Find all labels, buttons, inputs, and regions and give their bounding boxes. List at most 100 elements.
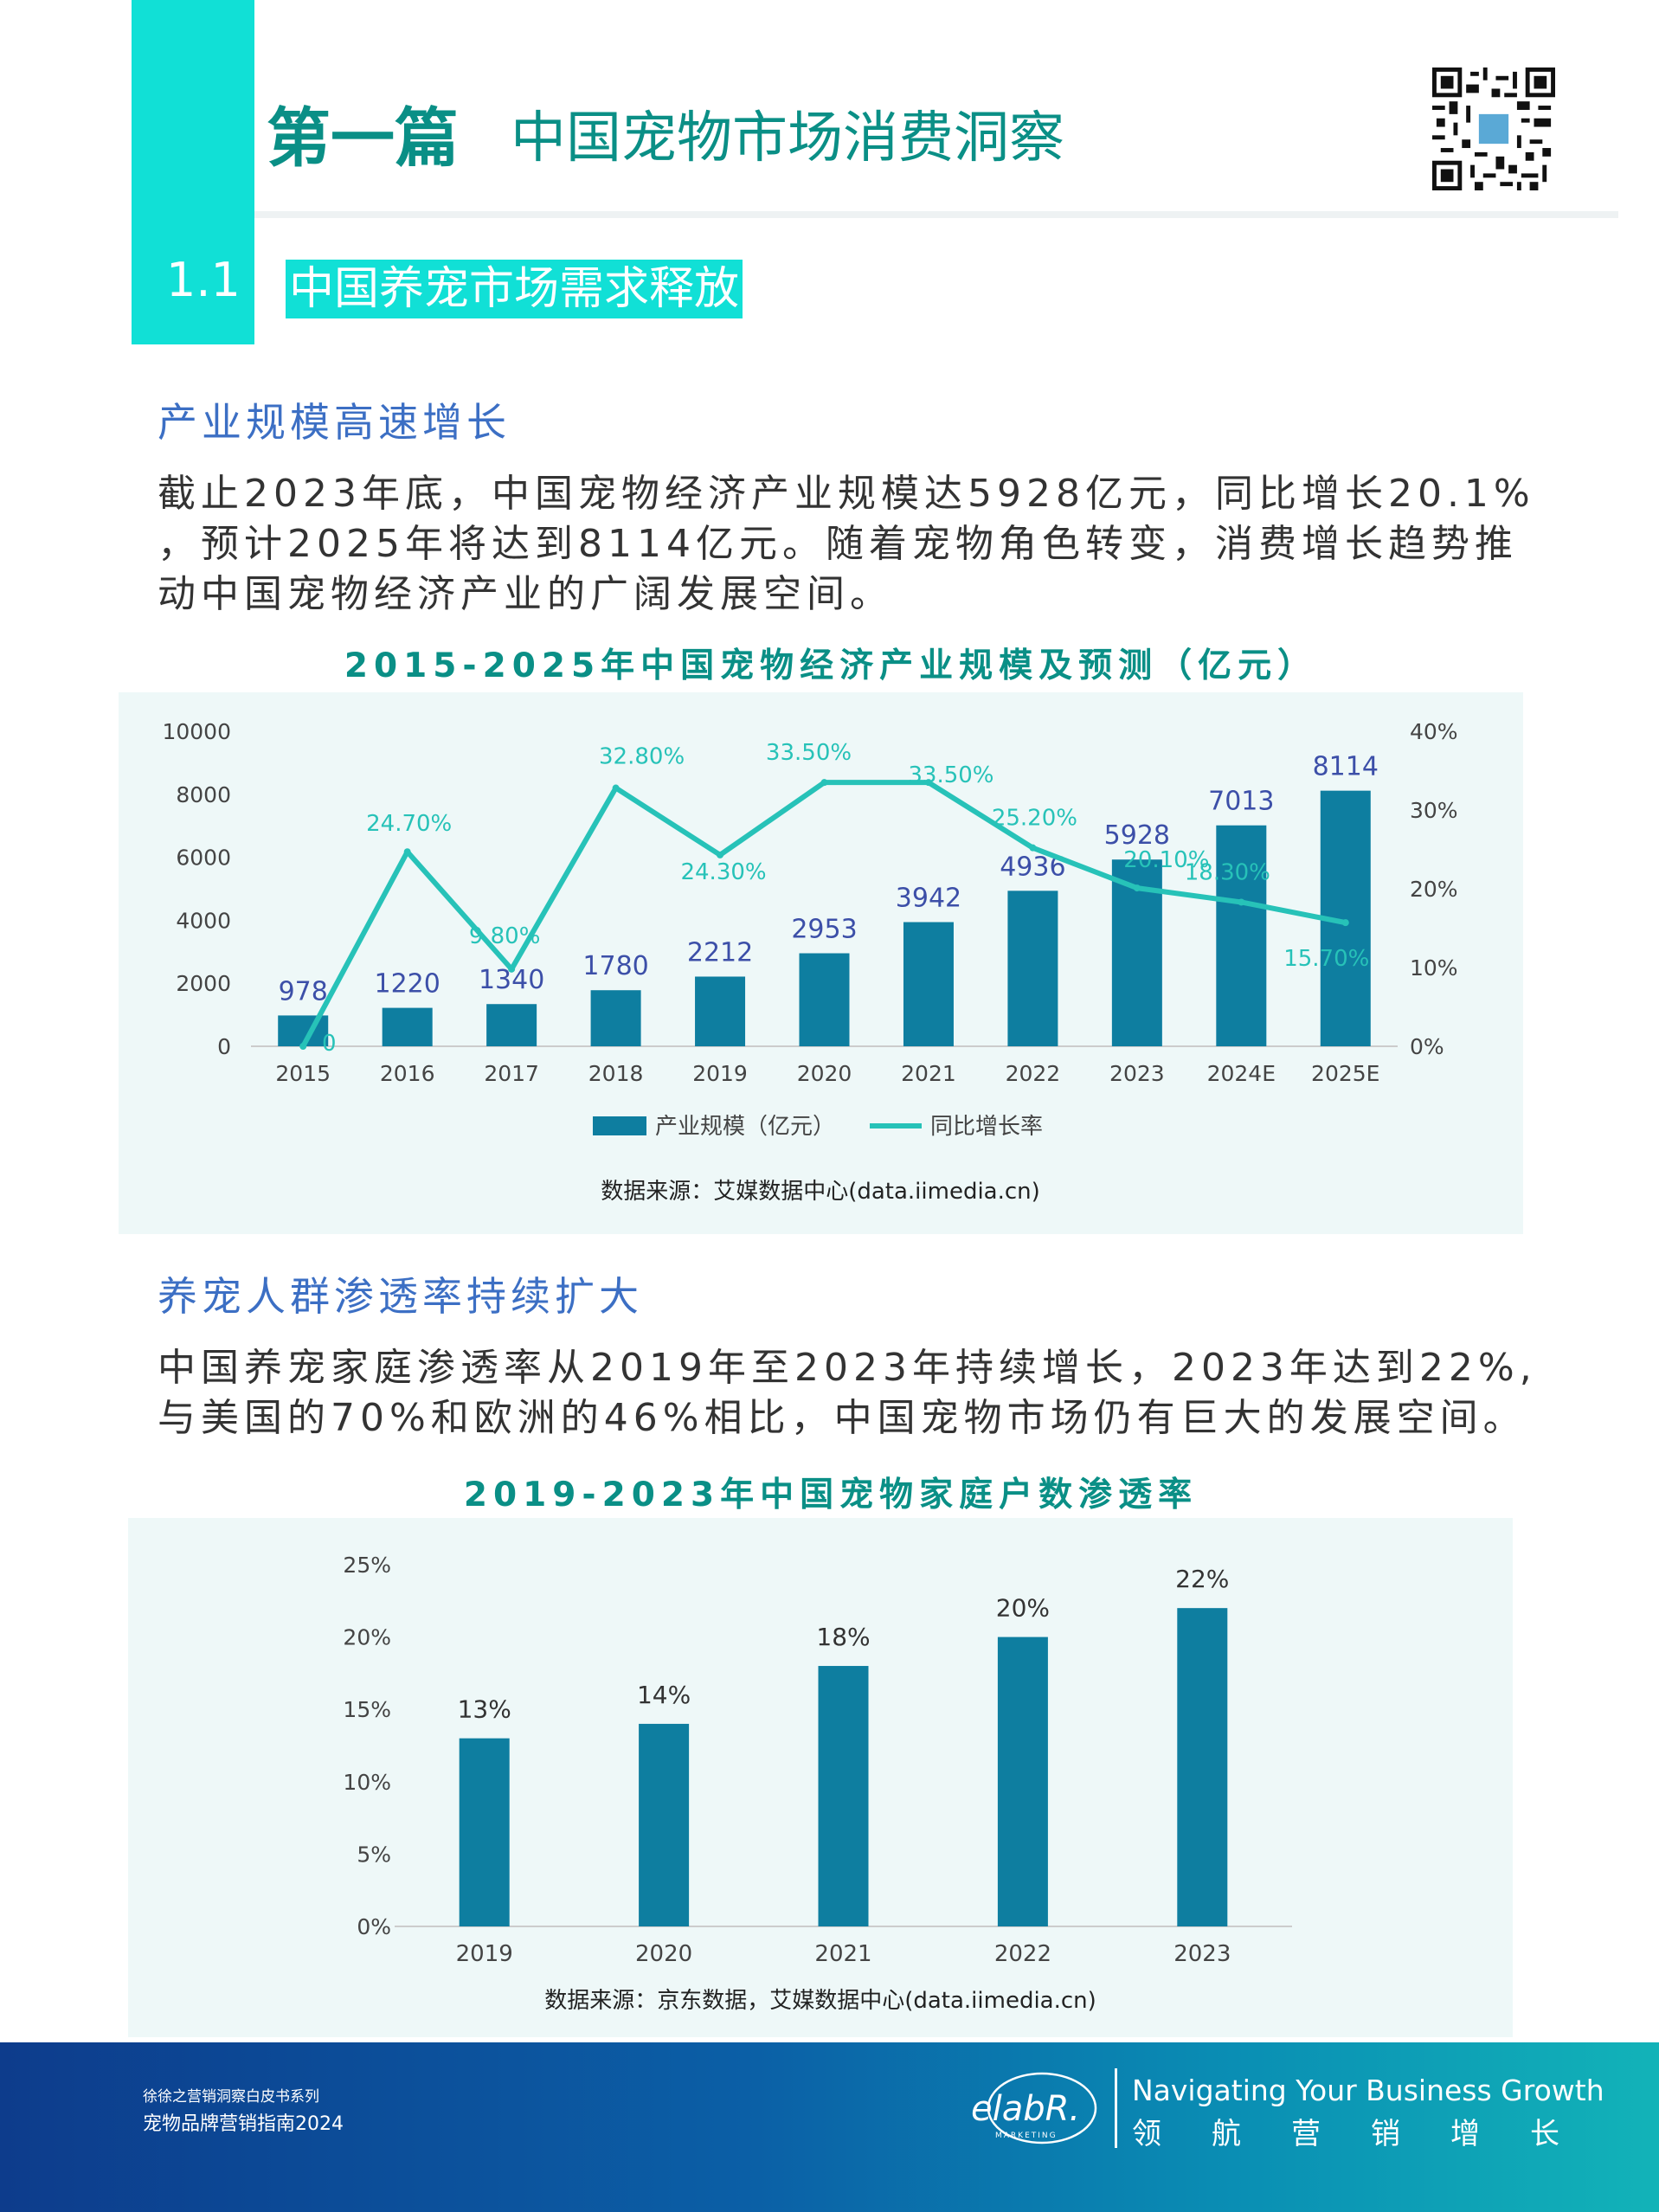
- section-heading-penetration: 养宠人群渗透率持续扩大: [158, 1273, 643, 1320]
- x-axis-tick-label: 2022: [994, 1941, 1051, 1967]
- chart-title-industry-scale: 2015-2025年中国宠物经济产业规模及预测（亿元）: [344, 646, 1318, 685]
- footer-tagline-cn: 领航营销增长: [1132, 2117, 1610, 2151]
- y-axis-tick-label: 4000: [176, 908, 231, 933]
- x-axis-tick-label: 2024E: [1207, 1061, 1276, 1086]
- x-axis-tick-label: 2023: [1109, 1061, 1165, 1086]
- x-axis-tick-label: 2021: [814, 1941, 871, 1967]
- bar-value-label: 14%: [637, 1681, 691, 1709]
- x-axis-tick-label: 2020: [797, 1061, 852, 1086]
- growth-rate-point: [717, 851, 724, 858]
- section-title: 中国养宠市场需求释放: [286, 260, 743, 318]
- y-axis-tick-label: 15%: [343, 1697, 391, 1722]
- footer-tagline-en: Navigating Your Business Growth: [1132, 2074, 1604, 2107]
- x-axis-tick-label: 2020: [635, 1941, 692, 1967]
- bar-value-label: 1220: [375, 969, 440, 1000]
- growth-rate-label: 24.70%: [366, 811, 452, 837]
- paragraph-line: 与美国的70%和欧洲的46%相比，中国宠物市场仍有巨大的发展空间。: [158, 1396, 1527, 1440]
- bar: [997, 1636, 1048, 1926]
- bar: [486, 1004, 537, 1046]
- growth-rate-label: 9.80%: [469, 923, 541, 949]
- footer-series-label: 徐徐之营销洞察白皮书系列: [143, 2088, 319, 2106]
- y2-axis-tick-label: 40%: [1410, 719, 1458, 744]
- bar: [903, 922, 954, 1046]
- x-axis-tick-label: 2023: [1174, 1941, 1231, 1967]
- chart-title-penetration: 2019-2023年中国宠物家庭户数渗透率: [463, 1476, 1199, 1514]
- bar: [1216, 825, 1267, 1046]
- growth-rate-label: 0: [322, 1031, 337, 1057]
- chart-panel-penetration: 0% 5% 10% 15% 20% 25% 13% 2019 14% 2020 18% 2021 20%…: [128, 1518, 1513, 2037]
- paragraph-line: 截止2023年底，中国宠物经济产业规模达5928亿元，同比增长20.1%: [158, 472, 1535, 516]
- footer-divider: [1115, 2068, 1117, 2148]
- bar: [590, 990, 641, 1046]
- growth-rate-point: [924, 779, 932, 787]
- y-axis-tick-label: 10000: [162, 719, 231, 744]
- qr-code-icon: [1432, 68, 1555, 190]
- legend-label-line: 同比增长率: [930, 1114, 1043, 1140]
- y-axis-tick-label: 20%: [343, 1625, 391, 1650]
- elabr-logo: elabR. MARKETING: [971, 2072, 1097, 2144]
- bar: [1177, 1608, 1228, 1926]
- bar-value-label: 3942: [896, 884, 961, 914]
- footer-banner: [0, 2042, 1659, 2212]
- growth-rate-label: 24.30%: [680, 859, 766, 885]
- growth-rate-label: 32.80%: [599, 744, 685, 770]
- bar-value-label: 7013: [1208, 787, 1274, 817]
- growth-rate-point: [403, 848, 411, 856]
- x-axis-tick-label: 2025E: [1311, 1061, 1379, 1086]
- y2-axis-tick-label: 30%: [1410, 798, 1458, 823]
- growth-rate-point: [508, 965, 516, 973]
- bar-value-label: 2212: [687, 937, 753, 968]
- header-divider: [254, 211, 1618, 218]
- growth-rate-point: [820, 779, 828, 787]
- legend-swatch-bar: [593, 1116, 646, 1135]
- bar-value-label: 2953: [791, 915, 857, 945]
- x-axis-tick-label: 2021: [901, 1061, 956, 1086]
- header-accent-bar: [132, 0, 254, 344]
- paragraph-line: ，预计2025年将达到8114亿元。随着宠物角色转变，消费增长趋势推: [158, 522, 1518, 566]
- penetration-chart: 0% 5% 10% 15% 20% 25% 13% 2019 14% 2020 18% 2021 20%…: [343, 1553, 1292, 2014]
- growth-rate-point: [1238, 898, 1245, 906]
- growth-rate-point: [1133, 884, 1141, 892]
- y2-axis-tick-label: 10%: [1410, 955, 1458, 981]
- bar: [1007, 891, 1058, 1046]
- bar: [382, 1007, 433, 1046]
- growth-rate-point: [299, 1043, 307, 1050]
- bar-value-label: 8114: [1313, 752, 1379, 782]
- growth-rate-point: [612, 784, 620, 792]
- paragraph-line: 动中国宠物经济产业的广阔发展空间。: [158, 572, 893, 616]
- bar-value-label: 22%: [1175, 1565, 1229, 1593]
- section-heading-industry-scale: 产业规模高速增长: [158, 399, 511, 446]
- y-axis-tick-label: 25%: [343, 1553, 391, 1578]
- bar-value-label: 978: [279, 976, 328, 1006]
- section-number: 1.1: [166, 253, 241, 307]
- chart-source: 数据来源：京东数据，艾媒数据中心(data.iimedia.cn): [544, 1988, 1096, 2014]
- x-axis-tick-label: 2015: [275, 1061, 331, 1086]
- x-axis-tick-label: 2019: [456, 1941, 513, 1967]
- y-axis-tick-label: 5%: [357, 1842, 391, 1867]
- bar-value-label: 20%: [996, 1594, 1050, 1623]
- y-axis-tick-label: 2000: [176, 971, 231, 996]
- logo-subtext: MARKETING: [995, 2132, 1058, 2140]
- bar: [639, 1723, 690, 1926]
- bar-value-label: 18%: [816, 1623, 870, 1651]
- x-axis-tick-label: 2016: [380, 1061, 435, 1086]
- industry-scale-chart: 0 2000 4000 6000 8000 10000 0% 10% 20% 30% 40% 978 2…: [162, 719, 1458, 1205]
- growth-rate-label: 33.50%: [908, 762, 993, 788]
- x-axis-tick-label: 2022: [1006, 1061, 1061, 1086]
- growth-rate-label: 18.30%: [1185, 859, 1270, 885]
- legend-label-bar: 产业规模（亿元）: [655, 1114, 835, 1140]
- y2-axis-tick-label: 0%: [1410, 1034, 1444, 1059]
- x-axis-tick-label: 2019: [692, 1061, 748, 1086]
- part-title: 中国宠物市场消费洞察: [511, 106, 1064, 170]
- y-axis-tick-label: 0: [217, 1034, 231, 1059]
- growth-rate-label: 25.20%: [992, 806, 1077, 832]
- y-axis-tick-label: 6000: [176, 846, 231, 871]
- chart-panel-industry-scale: 0 2000 4000 6000 8000 10000 0% 10% 20% 30% 40% 978 2…: [119, 692, 1523, 1234]
- bar-value-label: 5928: [1104, 820, 1170, 851]
- part-label: 第一篇: [267, 101, 459, 176]
- bar: [818, 1666, 869, 1926]
- x-axis-tick-label: 2018: [588, 1061, 644, 1086]
- x-axis-tick-label: 2017: [484, 1061, 539, 1086]
- bar: [799, 953, 850, 1046]
- y-axis-tick-label: 8000: [176, 782, 231, 807]
